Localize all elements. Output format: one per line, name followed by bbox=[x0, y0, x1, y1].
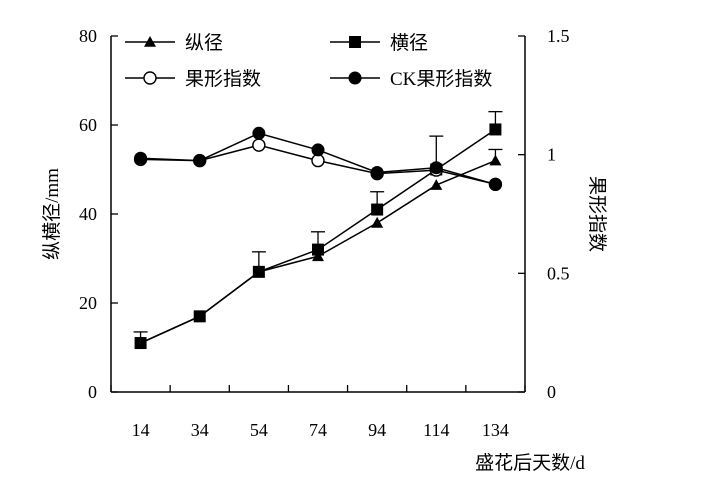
data-point bbox=[430, 179, 443, 190]
x-tick-label: 94 bbox=[368, 420, 386, 440]
legend-marker bbox=[348, 71, 362, 85]
right-y-tick-label: 0 bbox=[547, 382, 556, 402]
x-tick-label: 14 bbox=[132, 420, 150, 440]
legend-label: CK果形指数 bbox=[390, 68, 492, 90]
left-y-axis-label: 纵横径/mm bbox=[41, 168, 63, 260]
right-y-tick-label: 1 bbox=[547, 145, 556, 165]
legend-label: 横径 bbox=[390, 32, 428, 54]
data-point bbox=[370, 165, 384, 179]
left-y-tick-label: 80 bbox=[79, 26, 97, 46]
data-point bbox=[311, 143, 325, 157]
left-y-tick-label: 20 bbox=[79, 293, 97, 313]
data-point bbox=[488, 177, 502, 191]
data-point bbox=[489, 123, 502, 136]
legend-marker bbox=[144, 36, 156, 47]
x-tick-label: 114 bbox=[423, 420, 449, 440]
legend-label: 纵径 bbox=[185, 32, 223, 54]
data-point bbox=[134, 337, 147, 350]
left-y-tick-label: 40 bbox=[79, 204, 97, 224]
left-y-tick-label: 60 bbox=[79, 115, 97, 135]
data-point bbox=[252, 265, 265, 278]
legend-marker bbox=[349, 36, 361, 48]
data-point bbox=[252, 138, 266, 152]
data-point bbox=[429, 161, 443, 175]
data-point bbox=[312, 250, 324, 262]
data-point bbox=[134, 151, 148, 165]
legend-label: 果形指数 bbox=[185, 68, 261, 90]
x-tick-label: 54 bbox=[250, 420, 268, 440]
data-point bbox=[193, 154, 207, 168]
data-point bbox=[489, 154, 502, 166]
right-y-tick-label: 0.5 bbox=[547, 263, 570, 283]
data-point bbox=[371, 203, 384, 216]
chart-marks: 0 20 40 60 80 0 0.5 1 1.5 14 34 54 74 94 114 134 bbox=[79, 26, 570, 440]
data-point bbox=[371, 216, 384, 228]
data-point bbox=[193, 310, 206, 323]
left-y-tick-label: 0 bbox=[88, 382, 97, 402]
x-tick-label: 74 bbox=[309, 420, 327, 440]
right-y-axis-label: 果形指数 bbox=[586, 176, 608, 252]
right-y-tick-label: 1.5 bbox=[547, 26, 570, 46]
x-axis-label: 盛花后天数/d bbox=[475, 452, 585, 474]
legend-marker bbox=[143, 71, 157, 85]
data-point bbox=[252, 126, 266, 140]
data-point bbox=[312, 243, 324, 256]
x-tick-label: 34 bbox=[191, 420, 209, 440]
x-tick-label: 134 bbox=[482, 420, 509, 440]
